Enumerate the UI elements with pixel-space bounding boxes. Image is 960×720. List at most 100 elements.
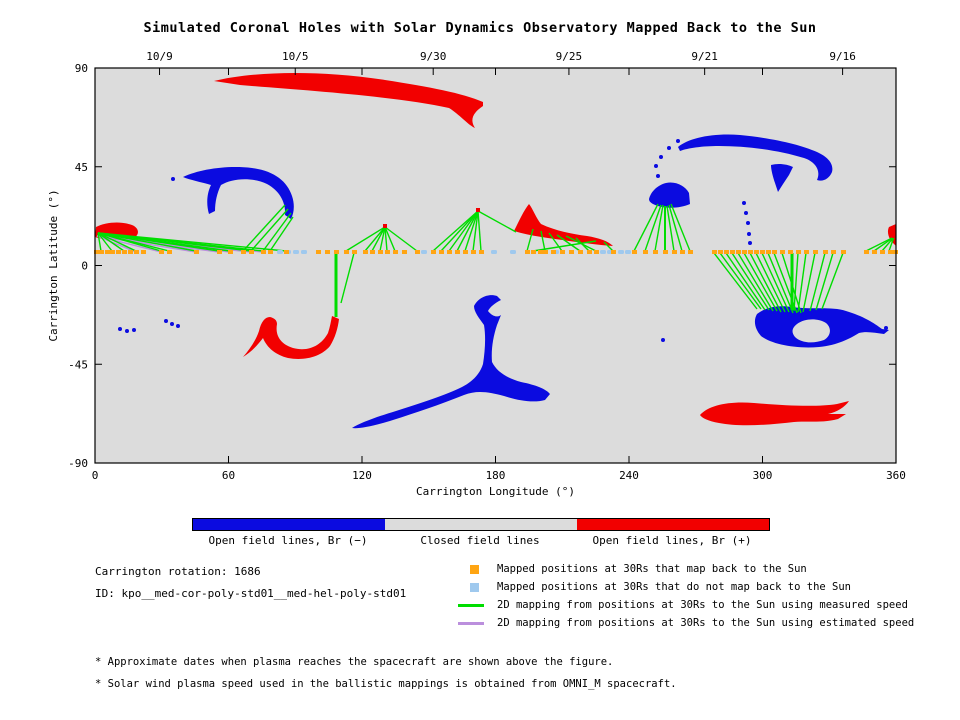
mapped-position-dot [754, 250, 759, 254]
footnote-omni: * Solar wind plasma speed used in the ba… [95, 678, 677, 690]
x-tick-label: 240 [619, 469, 639, 482]
mapped-position-dot [105, 250, 110, 254]
measured-speed-mapping-line [666, 205, 675, 252]
measured-speed-mapping-line [755, 252, 786, 313]
mapped-position-dot [141, 250, 146, 254]
unmapped-position-dot [510, 250, 516, 254]
date-label: 9/25 [556, 50, 583, 63]
measured-speed-mapping-line [731, 252, 770, 311]
x-tick-label: 120 [352, 469, 372, 482]
unmapped-position-dot [491, 250, 497, 254]
mapped-position-dot [525, 250, 530, 254]
field-line-colorbar [192, 518, 770, 531]
colorbar-labels: Open field lines, Br (−) Closed field li… [192, 534, 768, 547]
coronal-hole-speck [676, 139, 680, 143]
unmapped-position-swatch-icon [470, 582, 479, 592]
unmapped-position-dot [600, 250, 606, 254]
mapped-position-dot [663, 250, 668, 254]
coronal-hole-speck [132, 328, 136, 332]
measured-speed-mapping-line [743, 252, 778, 312]
mapped-position-dot [730, 250, 735, 254]
estimated-speed-mapping-line [96, 235, 162, 253]
coronal-hole-speck [747, 232, 751, 236]
mapped-position-dot [780, 250, 785, 254]
measured-speed-mapping-line [719, 252, 762, 310]
mapped-position-dot [94, 250, 99, 254]
fan-apex-mark [476, 208, 480, 212]
measured-speed-mapping-line [340, 252, 355, 304]
coronal-hole-speck [667, 146, 671, 150]
estimated-speed-mapping-line [96, 235, 137, 253]
x-tick-label: 180 [486, 469, 506, 482]
legend-item-estimated: 2D mapping from positions at 30Rs to the… [458, 614, 914, 632]
mapped-position-dot [880, 250, 885, 254]
legend-item-unmapped: Mapped positions at 30Rs that do not map… [458, 578, 914, 596]
measured-speed-mapping-line [532, 240, 597, 252]
measured-speed-mapping-line [603, 241, 614, 252]
mapped-position-dot [688, 250, 693, 254]
measured-speed-mapping-line [97, 232, 287, 252]
measured-speed-mapping-line [670, 203, 691, 252]
mapped-position-dot [402, 250, 407, 254]
mapped-position-dot [560, 250, 565, 254]
mapped-position-dot [543, 250, 548, 254]
mapped-position-dot [128, 250, 133, 254]
coronal-hole-speck [884, 326, 888, 330]
mapped-position-dot [122, 250, 127, 254]
colorbar-segment-pos [577, 519, 769, 530]
mapped-position-dot [159, 250, 164, 254]
y-tick-label: -45 [68, 358, 88, 371]
footnotes: * Approximate dates when plasma reaches … [95, 651, 677, 695]
coronal-hole-speck [746, 221, 750, 225]
measured-speed-mapping-line [761, 252, 790, 313]
u-hole-pos [243, 316, 339, 359]
unmapped-position-dot [618, 250, 624, 254]
measured-speed-mapping-line [364, 226, 386, 252]
measured-speed-mapping-line [633, 203, 659, 252]
measured-speed-mapping-line [548, 232, 563, 252]
measured-speed-mapping-line [242, 204, 286, 252]
mapped-position-dot [447, 250, 452, 254]
unmapped-position-dot [625, 250, 631, 254]
measured-speed-mapping-line [809, 252, 826, 312]
measured-speed-mapping-line [881, 236, 895, 252]
coronal-hole-speck [659, 155, 663, 159]
x-tick-label: 0 [92, 469, 99, 482]
date-label: 9/16 [829, 50, 856, 63]
arc-pendant-neg [771, 163, 793, 192]
mapped-position-dot [712, 250, 717, 254]
measured-speed-mapping-line [464, 210, 479, 252]
mapped-position-dot [415, 250, 420, 254]
fan-apex-mark [383, 224, 387, 228]
colorbar-label-neg: Open field lines, Br (−) [208, 534, 368, 547]
coronal-hole-speck [176, 324, 180, 328]
fish-hole-pos [700, 401, 849, 426]
mapped-position-dot [217, 250, 222, 254]
coronal-hole-speck [171, 177, 175, 181]
measured-speed-mapping-line [97, 232, 137, 252]
measured-speed-mapping-line [802, 252, 816, 313]
legend-item-measured: 2D mapping from positions at 30Rs to the… [458, 596, 914, 614]
measured-speed-mapping-line [556, 234, 581, 252]
mapped-position-dot [167, 250, 172, 254]
model-id-label: ID: kpo__med-cor-poly-std01__med-hel-pol… [95, 587, 407, 600]
measured-speed-mapping-line [793, 252, 799, 312]
mapped-position-dot [134, 250, 139, 254]
measured-speed-mapping-line [654, 204, 664, 252]
y-tick-label: 0 [81, 260, 88, 273]
unmapped-position-dot [277, 250, 283, 254]
y-tick-label: 45 [75, 161, 88, 174]
mapped-position-dot [316, 250, 321, 254]
mapped-position-dot [385, 250, 390, 254]
mapped-position-dot [736, 250, 741, 254]
mapped-position-dot [393, 250, 398, 254]
measured-speed-mapping-line [345, 226, 386, 252]
measured-speed-mapping-line [384, 226, 418, 252]
mapped-position-dot [748, 250, 753, 254]
measured-speed-mapping-line [477, 210, 517, 233]
measured-speed-mapping-line [262, 212, 292, 252]
page-title: Simulated Coronal Holes with Solar Dynam… [143, 20, 817, 36]
measured-speed-mapping-line [250, 208, 289, 252]
mapped-position-dot [804, 250, 809, 254]
